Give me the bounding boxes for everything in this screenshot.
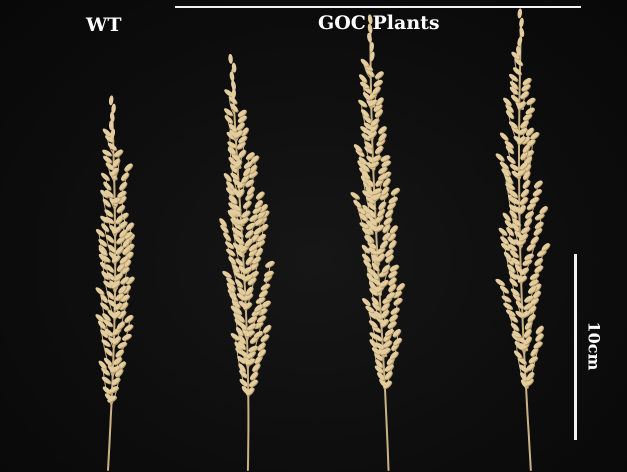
panicle-goc-2	[350, 14, 406, 471]
panicle-goc-3	[495, 8, 551, 471]
panicle-goc-1	[219, 53, 275, 471]
goc-plants-label: GOC Plants	[318, 12, 440, 34]
scale-bar-label: 10cm	[584, 321, 604, 371]
wt-label: WT	[86, 14, 122, 36]
goc-group-bracket	[175, 6, 581, 8]
scale-bar	[574, 254, 577, 440]
panicle-wt	[95, 95, 135, 471]
